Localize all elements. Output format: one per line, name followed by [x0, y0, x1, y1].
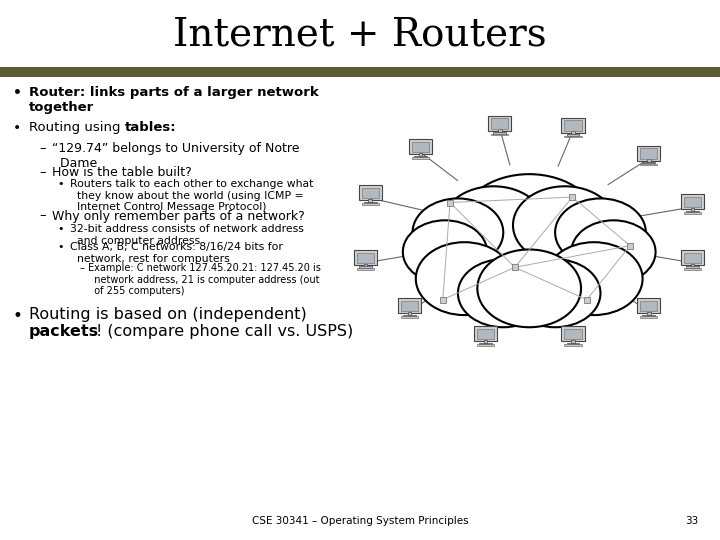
Text: –: –: [40, 142, 46, 155]
Circle shape: [572, 220, 655, 284]
Bar: [686, 211, 699, 212]
Bar: [567, 343, 580, 344]
Circle shape: [513, 186, 617, 264]
Bar: [571, 131, 575, 134]
Bar: [684, 212, 701, 214]
Circle shape: [442, 186, 546, 264]
Bar: [691, 208, 694, 211]
Circle shape: [413, 199, 503, 267]
Text: Internet + Routers: Internet + Routers: [174, 17, 546, 53]
Bar: [642, 315, 655, 316]
Bar: [369, 199, 372, 202]
Text: CSE 30341 – Operating System Principles: CSE 30341 – Operating System Principles: [252, 516, 468, 526]
FancyBboxPatch shape: [681, 250, 704, 265]
Circle shape: [510, 259, 600, 327]
FancyBboxPatch shape: [359, 185, 382, 200]
Circle shape: [546, 242, 643, 315]
FancyBboxPatch shape: [477, 329, 494, 339]
FancyBboxPatch shape: [681, 194, 704, 209]
Text: –: –: [40, 166, 46, 179]
Circle shape: [555, 199, 646, 267]
Text: How is the table built?: How is the table built?: [52, 166, 192, 179]
Text: •: •: [13, 307, 23, 325]
Circle shape: [477, 249, 581, 327]
Bar: [479, 343, 492, 344]
Text: •: •: [13, 86, 22, 100]
Bar: [691, 264, 694, 267]
Text: Class A, B, C networks: 8/16/24 bits for
  network, rest for computers: Class A, B, C networks: 8/16/24 bits for…: [70, 242, 283, 264]
FancyBboxPatch shape: [564, 120, 582, 131]
FancyBboxPatch shape: [401, 301, 418, 311]
Bar: [684, 268, 701, 269]
Bar: [364, 201, 377, 203]
Bar: [403, 315, 416, 316]
Circle shape: [416, 242, 513, 315]
Text: –: –: [40, 210, 46, 222]
Text: •: •: [58, 179, 64, 190]
Bar: [401, 316, 418, 318]
FancyBboxPatch shape: [562, 326, 585, 341]
Bar: [571, 340, 575, 343]
Bar: [493, 132, 506, 133]
Text: packets: packets: [29, 324, 99, 339]
Bar: [477, 345, 494, 346]
FancyBboxPatch shape: [357, 253, 374, 263]
Text: Example: C network 127.45.20.21: 127.45.20 is
  network address, 21 is computer : Example: C network 127.45.20.21: 127.45.…: [88, 263, 320, 296]
Bar: [564, 345, 582, 346]
Text: 33: 33: [685, 516, 698, 526]
Bar: [364, 264, 367, 267]
FancyBboxPatch shape: [474, 326, 497, 341]
FancyBboxPatch shape: [637, 298, 660, 313]
FancyBboxPatch shape: [684, 253, 701, 263]
Bar: [640, 164, 657, 165]
Text: Routing is based on (independent): Routing is based on (independent): [29, 307, 307, 322]
FancyBboxPatch shape: [684, 197, 701, 207]
Bar: [484, 340, 487, 343]
Bar: [498, 130, 502, 132]
Bar: [359, 266, 372, 268]
FancyBboxPatch shape: [409, 139, 432, 154]
Text: •: •: [13, 121, 21, 135]
Text: ! (compare phone call vs. USPS): ! (compare phone call vs. USPS): [96, 324, 353, 339]
Text: 32-bit address consists of network address
  and computer address: 32-bit address consists of network addre…: [70, 224, 304, 246]
FancyBboxPatch shape: [640, 301, 657, 311]
Bar: [567, 134, 580, 136]
FancyBboxPatch shape: [398, 298, 421, 313]
FancyBboxPatch shape: [640, 148, 657, 159]
Circle shape: [458, 174, 600, 281]
Bar: [357, 268, 374, 269]
Bar: [0, 67, 720, 77]
Text: Router: links parts of a larger network
together: Router: links parts of a larger network …: [29, 86, 318, 114]
Bar: [414, 156, 427, 157]
Text: –: –: [79, 263, 84, 273]
Bar: [564, 136, 582, 137]
Text: tables:: tables:: [125, 121, 177, 134]
Circle shape: [403, 220, 487, 284]
FancyBboxPatch shape: [361, 188, 379, 198]
Circle shape: [458, 259, 549, 327]
FancyBboxPatch shape: [564, 329, 582, 339]
FancyBboxPatch shape: [412, 142, 429, 152]
Text: •: •: [58, 224, 64, 234]
FancyBboxPatch shape: [637, 146, 660, 161]
Text: Routing using: Routing using: [29, 121, 125, 134]
Bar: [408, 312, 411, 315]
FancyBboxPatch shape: [562, 118, 585, 133]
Bar: [491, 134, 508, 136]
Text: •: •: [58, 242, 64, 252]
Bar: [647, 312, 651, 315]
Bar: [640, 316, 657, 318]
Bar: [419, 153, 422, 156]
Bar: [361, 203, 379, 205]
Text: Routers talk to each other to exchange what
  they know about the world (using I: Routers talk to each other to exchange w…: [70, 179, 313, 212]
Bar: [642, 162, 655, 164]
FancyBboxPatch shape: [488, 116, 511, 131]
Text: Why only remember parts of a network?: Why only remember parts of a network?: [52, 210, 305, 222]
FancyBboxPatch shape: [354, 250, 377, 265]
Text: “129.74” belongs to University of Notre
  Dame: “129.74” belongs to University of Notre …: [52, 142, 300, 170]
Bar: [412, 158, 429, 159]
FancyBboxPatch shape: [491, 118, 508, 129]
Bar: [686, 266, 699, 268]
Bar: [647, 159, 651, 163]
